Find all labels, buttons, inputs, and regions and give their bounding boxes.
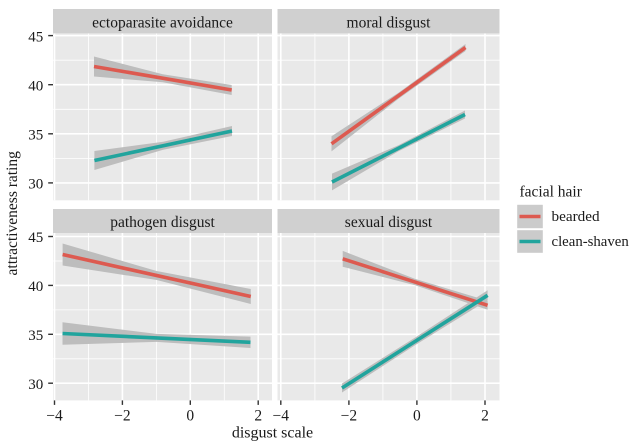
- svg-text:pathogen disgust: pathogen disgust: [110, 214, 215, 231]
- svg-text:attractiveness rating: attractiveness rating: [4, 151, 21, 276]
- svg-text:clean-shaven: clean-shaven: [552, 234, 630, 250]
- svg-text:35: 35: [28, 328, 43, 344]
- svg-text:−2: −2: [341, 408, 358, 425]
- svg-text:facial hair: facial hair: [520, 184, 583, 201]
- svg-text:30: 30: [28, 377, 43, 393]
- svg-text:2: 2: [481, 408, 489, 425]
- svg-text:bearded: bearded: [552, 208, 600, 225]
- svg-text:−4: −4: [273, 408, 290, 425]
- svg-text:moral disgust: moral disgust: [347, 14, 432, 31]
- svg-text:45: 45: [28, 29, 43, 45]
- svg-text:35: 35: [28, 128, 43, 144]
- svg-text:45: 45: [28, 230, 43, 246]
- svg-text:−4: −4: [46, 408, 63, 425]
- svg-text:disgust scale: disgust scale: [232, 425, 313, 442]
- svg-text:30: 30: [28, 177, 43, 193]
- svg-text:−2: −2: [114, 408, 131, 425]
- svg-text:2: 2: [254, 408, 262, 425]
- svg-text:0: 0: [186, 408, 194, 425]
- svg-text:ectoparasite avoidance: ectoparasite avoidance: [92, 14, 233, 31]
- svg-text:0: 0: [413, 408, 421, 425]
- svg-text:sexual disgust: sexual disgust: [345, 214, 433, 231]
- svg-text:40: 40: [28, 279, 43, 295]
- svg-text:40: 40: [28, 78, 43, 94]
